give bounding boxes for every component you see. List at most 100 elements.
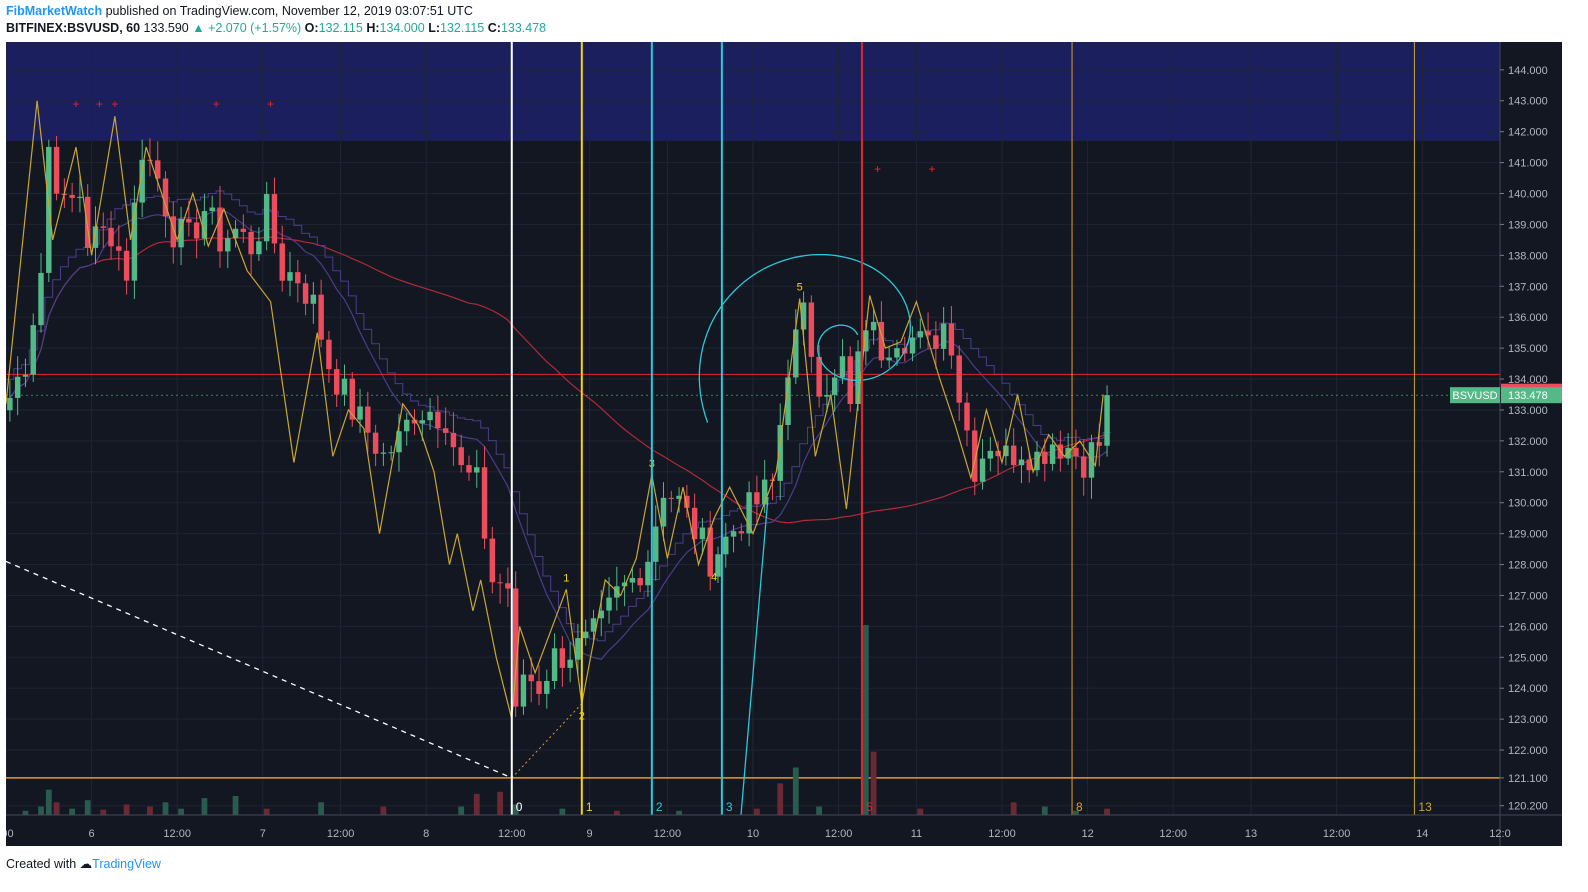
price-tick-label: 124.000 (1508, 683, 1548, 695)
candle-body (38, 272, 44, 326)
candle-body (186, 218, 192, 223)
candle-body (761, 479, 768, 505)
low-value: 132.115 (440, 21, 485, 35)
footer: Created with ☁TradingView (6, 856, 161, 871)
candle-body (606, 597, 612, 611)
candle-body (178, 218, 184, 248)
volume-bar (201, 798, 208, 815)
candle-body (629, 577, 636, 583)
volume-bar (613, 810, 620, 815)
time-tick-label: 14 (1416, 828, 1428, 840)
close-value: 133.478 (500, 21, 547, 35)
fibonacci-spiral (698, 253, 911, 423)
volume-bar (100, 809, 107, 815)
candle-body (668, 497, 675, 499)
candle-body (22, 374, 29, 377)
symbol-info: BITFINEX:BSVUSD, 60 133.590 ▲ +2.070 (+1… (6, 21, 546, 35)
candle-body (201, 211, 208, 239)
volume-bar (263, 808, 270, 815)
price-tick-label: 136.000 (1508, 312, 1548, 324)
price-tick-label: 143.000 (1508, 96, 1548, 108)
candle-body (505, 583, 511, 589)
price-tick-label: 129.000 (1508, 529, 1548, 541)
volume-bar (232, 796, 239, 815)
candle-body (217, 207, 223, 252)
candle-body (1003, 445, 1009, 457)
candle-body (948, 323, 955, 356)
time-tick-label: 12:00 (988, 828, 1016, 840)
candle-body (92, 226, 99, 248)
last-value: 133.590 (143, 21, 189, 35)
price-tick-label: 127.000 (1508, 590, 1548, 602)
candle-body (575, 638, 581, 660)
candle-body (302, 283, 309, 304)
candle-body (333, 369, 340, 395)
candle-body (637, 577, 643, 586)
candle-body (225, 238, 231, 252)
candle-body (279, 243, 285, 281)
volume-bar (559, 808, 566, 815)
price-tick-label: 120.200 (1508, 801, 1548, 813)
price-tick-label: 138.000 (1508, 250, 1548, 262)
candle-body (777, 425, 783, 481)
time-tick-label: 12:00 (498, 828, 526, 840)
volume-bar (777, 783, 784, 815)
zigzag-line (5, 100, 1104, 720)
red-marker: + (96, 97, 103, 111)
tradingview-link[interactable]: TradingView (92, 857, 161, 871)
candle-body (357, 406, 363, 420)
candle-body (691, 507, 698, 540)
candle-body (1073, 447, 1079, 457)
author-link[interactable]: FibMarketWatch (6, 4, 103, 18)
candle-body (240, 228, 247, 232)
fib-time-label: 1 (586, 800, 593, 814)
chart-svg[interactable]: 1234501235813+++++++120.200121.100122.00… (0, 42, 1562, 846)
candle-body (824, 394, 830, 397)
candle-body (582, 631, 589, 639)
candle-body (69, 194, 75, 198)
candle-body (660, 497, 667, 527)
price-tick-label: 126.000 (1508, 621, 1548, 633)
candle-body (131, 202, 138, 281)
volume-bar (147, 806, 153, 815)
time-tick-label: 12:00 (654, 828, 682, 840)
price-tick-label: 134.000 (1508, 374, 1548, 386)
volume-bar (162, 802, 169, 815)
candle-body (1010, 445, 1017, 466)
price-tick-label: 128.000 (1508, 560, 1548, 572)
time-tick-label: 8 (423, 828, 429, 840)
candle-body (341, 378, 348, 395)
symbol-tag-label: BSVUSD (1452, 390, 1497, 402)
candle-body (684, 495, 690, 508)
time-tick-label: 12:00 (1159, 828, 1187, 840)
candle-body (263, 194, 270, 242)
candle-body (53, 146, 60, 194)
candle-body (715, 554, 721, 577)
candle-body (536, 681, 542, 694)
price-tick-label: 125.000 (1508, 652, 1548, 664)
candle-body (544, 680, 550, 694)
price-tick-label: 133.000 (1508, 405, 1548, 417)
volume-bar (318, 802, 325, 815)
candle-body (116, 246, 122, 251)
candle-body (14, 376, 21, 398)
candle-body (995, 450, 1001, 457)
candle-body (1042, 451, 1048, 464)
volume-bar (69, 808, 76, 815)
chart-area[interactable]: 1234501235813+++++++120.200121.100122.00… (0, 42, 1562, 846)
candle-body (878, 321, 885, 361)
price-tick-label: 141.000 (1508, 158, 1548, 170)
volume-bar (754, 808, 760, 815)
candle-body (925, 331, 931, 336)
time-tick-label: 9 (587, 828, 593, 840)
price-tick-label: 139.000 (1508, 219, 1548, 231)
fib-time-label: 8 (1076, 800, 1083, 814)
price-tick-label: 131.000 (1508, 467, 1548, 479)
published-text: published on TradingView.com, November 1… (105, 4, 473, 18)
candle-body (271, 194, 278, 244)
candle-body (559, 648, 566, 668)
candle-body (645, 561, 651, 586)
candle-body (1080, 456, 1087, 478)
candle-body (365, 406, 371, 433)
time-tick-label: :00 (6, 828, 14, 840)
